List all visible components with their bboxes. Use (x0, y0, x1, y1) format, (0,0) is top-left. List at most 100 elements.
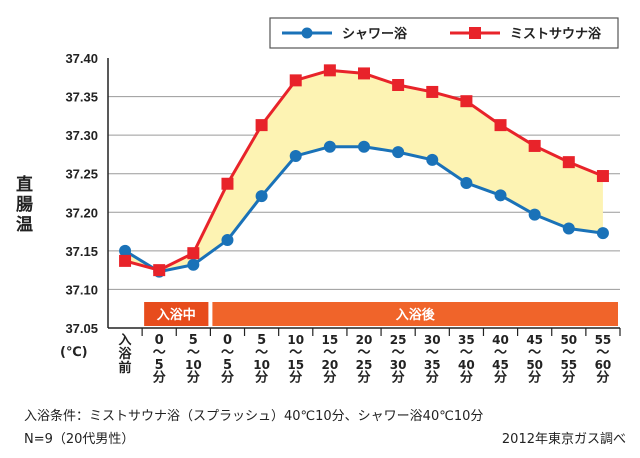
x-tick-label: 15 (287, 358, 304, 372)
phase-band-label-1: 入浴中 (157, 307, 196, 323)
phase-band-2 (212, 302, 618, 326)
x-tick-label: 〜 (187, 346, 200, 361)
y-axis-title: 直 腸 温 (16, 174, 33, 235)
data-point-2 (187, 247, 200, 260)
x-tick-label: 40 (458, 358, 475, 372)
data-point-2 (153, 264, 166, 277)
x-tick-label: 55 (595, 333, 612, 347)
data-point-2 (528, 139, 541, 152)
x-axis-ticks: 入浴前0〜5分5〜10分0〜5分5〜10分10〜15分15〜20分20〜25分2… (119, 328, 621, 386)
x-tick-label: 分 (460, 370, 473, 386)
x-tick-label: 5 (257, 333, 266, 348)
x-tick-label: 20 (356, 333, 373, 347)
data-point-2 (494, 119, 507, 132)
x-tick-label: 分 (596, 370, 609, 386)
x-tick-label: 5 (155, 358, 164, 373)
x-tick-label: 60 (595, 358, 612, 372)
x-tick-label: 分 (357, 370, 370, 386)
y-axis-unit: (℃) (60, 345, 88, 360)
x-tick-label: 分 (221, 370, 234, 386)
legend: シャワー浴 ミストサウナ浴 (269, 17, 619, 49)
x-tick-label: 〜 (323, 346, 336, 361)
y-tick-label: 37.25 (65, 167, 98, 182)
data-point-1 (187, 258, 200, 271)
data-point-1 (119, 244, 132, 257)
x-tick-label: 25 (390, 333, 407, 347)
data-point-2 (460, 95, 473, 108)
y-axis-title-char-1: 直 (16, 174, 33, 195)
y-tick-label: 37.30 (65, 128, 98, 143)
y-tick-label: 37.35 (65, 90, 98, 105)
y-tick-label: 37.40 (65, 51, 98, 66)
x-tick-label: 〜 (357, 346, 370, 361)
x-tick-label: 5 (223, 358, 232, 373)
phase-band-label-2: 入浴後 (396, 307, 436, 323)
x-tick-label: 分 (289, 370, 302, 386)
phase-band-1 (144, 302, 209, 326)
data-point-1 (255, 190, 268, 203)
x-tick-label: 30 (424, 333, 441, 347)
data-point-1 (596, 227, 609, 240)
x-tick-label: 前 (119, 360, 132, 376)
x-tick-label: 〜 (596, 346, 609, 361)
x-tick-label: 浴 (119, 346, 133, 362)
line-chart: シャワー浴 ミストサウナ浴 直 腸 温 (℃) 37.40 37.35 37.30 3… (16, 17, 621, 386)
x-tick-label: 0 (155, 333, 164, 348)
x-tick-label: 35 (424, 358, 441, 372)
legend-marker-mist (469, 27, 481, 39)
x-tick-label: 分 (494, 370, 507, 386)
x-tick-label: 10 (253, 358, 270, 372)
x-tick-label: 分 (153, 370, 166, 386)
x-tick-label: 10 (185, 358, 202, 372)
x-tick-label: 20 (322, 358, 339, 372)
legend-marker-shower (301, 27, 313, 39)
sample-size-note: N=9（20代男性） (24, 432, 135, 447)
x-tick-label: 55 (560, 358, 577, 372)
y-tick-label: 37.05 (65, 321, 98, 336)
data-point-1 (392, 146, 405, 159)
x-tick-label: 45 (526, 333, 543, 347)
x-tick-label: 分 (323, 370, 336, 386)
x-tick-label: 〜 (392, 346, 405, 361)
bathing-conditions-note: 入浴条件：ミストサウナ浴（スプラッシュ）40℃10分、シャワー浴40℃10分 (24, 409, 484, 424)
source-note: 2012年東京ガス調べ (501, 432, 626, 447)
y-tick-label: 37.10 (65, 282, 98, 297)
x-tick-label: 入 (119, 333, 132, 348)
x-tick-label: 〜 (426, 346, 439, 361)
x-tick-label: 0 (223, 333, 232, 348)
data-point-1 (358, 140, 370, 153)
x-tick-label: 〜 (289, 346, 302, 361)
data-point-1 (426, 153, 439, 166)
x-tick-label: 〜 (460, 346, 473, 361)
difference-area (125, 70, 603, 272)
plot-area: 37.40 37.35 37.30 37.25 37.20 37.15 37.10 37.05… (65, 51, 620, 336)
data-point-2 (596, 170, 609, 183)
data-point-2 (426, 85, 439, 98)
y-axis-title-char-3: 温 (16, 215, 33, 235)
data-point-1 (221, 234, 234, 247)
data-point-2 (119, 254, 132, 267)
y-axis-title-char-2: 腸 (16, 195, 33, 215)
data-point-2 (392, 79, 405, 91)
x-tick-label: 分 (187, 370, 200, 386)
data-point-1 (562, 222, 575, 235)
x-tick-label: 〜 (221, 346, 234, 361)
data-point-1 (494, 189, 507, 202)
data-point-2 (289, 74, 302, 87)
data-point-1 (460, 176, 473, 189)
x-tick-label: 50 (526, 358, 543, 372)
x-tick-label: 45 (492, 358, 509, 372)
x-tick-label: 〜 (255, 346, 268, 361)
x-tick-label: 〜 (528, 346, 541, 361)
data-point-1 (289, 149, 302, 162)
data-point-1 (528, 208, 541, 221)
y-tick-label: 37.15 (65, 244, 98, 259)
x-tick-label: 分 (562, 370, 575, 386)
x-tick-label: 30 (390, 358, 407, 372)
x-tick-label: 〜 (153, 346, 166, 361)
legend-label-shower: シャワー浴 (342, 26, 408, 42)
data-point-2 (358, 67, 370, 80)
data-point-2 (255, 119, 268, 132)
x-tick-label: 25 (356, 358, 373, 372)
x-tick-label: 50 (560, 333, 577, 347)
